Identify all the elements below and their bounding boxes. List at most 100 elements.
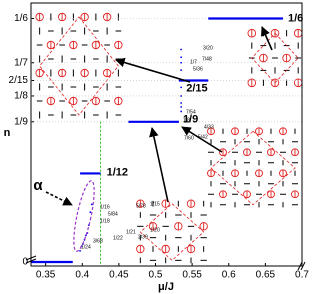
x-tick-label: 0.35 <box>36 270 56 281</box>
y-tick-label: 0 <box>22 257 28 268</box>
site-circle <box>243 190 251 199</box>
site-circle <box>243 148 251 157</box>
site-circle <box>219 148 227 157</box>
fraction-label: 1/18 <box>100 218 110 224</box>
site-circle <box>186 199 196 208</box>
fraction-label: 3/20 <box>203 45 213 51</box>
y-tick-label: 2/15 <box>9 75 29 86</box>
plot: 01/91/82/151/71/60.35 0.4 0.45 0.5 0.55 0.6 0.… <box>9 12 310 280</box>
lattice-inset <box>246 27 304 89</box>
site-circle <box>148 222 158 231</box>
point <box>89 211 92 214</box>
site-circle <box>247 28 257 38</box>
inset-background <box>34 10 124 122</box>
unit-cell <box>39 16 119 116</box>
break-marks <box>25 255 306 271</box>
plateau-label: 2/15 <box>186 82 207 94</box>
unit-cell <box>251 32 299 84</box>
fraction-label: 5/42 <box>198 134 208 140</box>
point <box>180 102 183 104</box>
site-circle <box>279 169 287 178</box>
point <box>180 61 183 64</box>
y-tick-label: 1/9 <box>14 116 28 127</box>
fraction-label: 1/21 <box>126 229 136 235</box>
lattice-inset <box>34 10 124 122</box>
site-circle <box>219 190 227 199</box>
site-circle <box>279 127 287 136</box>
fraction-label: 1/8 <box>183 117 190 123</box>
site-circle <box>136 199 145 208</box>
point <box>79 249 81 252</box>
point <box>180 106 183 108</box>
cluster-ellipse <box>73 180 95 252</box>
y-tick-label: 1/6 <box>14 13 28 24</box>
site-circle <box>199 222 208 231</box>
fraction-label: 1/15 <box>150 201 160 207</box>
plateau-label: 1/12 <box>107 166 128 178</box>
site-circle <box>247 78 257 88</box>
site-circle <box>259 53 268 63</box>
site-circle <box>161 244 170 254</box>
y-tick-label: 1/7 <box>14 57 28 68</box>
alpha-annotation: α <box>33 177 43 194</box>
point <box>180 86 183 89</box>
site-circle <box>174 222 183 231</box>
lattice-inset <box>205 126 301 210</box>
fraction-label: 7/54 <box>186 109 196 115</box>
frame <box>30 2 303 267</box>
site-circle <box>270 28 280 38</box>
point <box>180 110 183 113</box>
fraction-label: 2/39 <box>138 234 148 240</box>
x-tick-label: 0.55 <box>182 270 202 281</box>
site-circle <box>291 190 299 199</box>
fraction-label: 7/48 <box>202 56 212 62</box>
point <box>180 69 183 72</box>
site-circle <box>255 169 263 178</box>
inset-background <box>205 126 301 210</box>
site-circle <box>161 199 170 208</box>
arrows <box>45 26 273 206</box>
site-circle <box>267 148 275 157</box>
site-circle <box>267 190 275 199</box>
y-tick-label: 1/8 <box>14 91 28 102</box>
plateau-label: 1/9 <box>183 114 198 126</box>
x-tick-label: 0.65 <box>256 270 276 281</box>
fraction-label: 4/33 <box>204 124 214 130</box>
fraction-label: 1/24 <box>81 244 91 250</box>
site-circle <box>291 148 299 157</box>
x-tick-label: 0.4 <box>75 270 89 281</box>
unit-cell <box>210 130 296 206</box>
site-circle <box>282 53 291 63</box>
site-circle <box>255 127 263 136</box>
fraction-label: 1/16 <box>100 204 110 210</box>
plateau-label: 1/6 <box>288 12 303 24</box>
site-circle <box>207 169 215 178</box>
x-tick-label: 0.7 <box>295 270 309 281</box>
x-tick-label: 0.45 <box>109 270 129 281</box>
x-tick-label: 0.6 <box>222 270 236 281</box>
point <box>180 56 183 59</box>
fraction-label: 1/20 <box>150 227 160 233</box>
site-circle <box>270 78 280 88</box>
insets <box>34 10 304 266</box>
point <box>180 48 183 51</box>
fraction-label: 3/68 <box>93 238 103 244</box>
point <box>180 95 183 97</box>
x-tick-label: 0.5 <box>149 270 163 281</box>
site-circle <box>231 127 239 136</box>
fraction-label: 7/60 <box>184 135 194 141</box>
site-circle <box>136 244 145 254</box>
x-axis-label: μ/J <box>158 281 174 293</box>
fraction-label: 1/22 <box>113 235 123 241</box>
fraction-label: 1/7 <box>190 59 197 65</box>
fraction-label: 5/78 <box>136 203 146 209</box>
point <box>90 203 93 206</box>
fraction-label: 5/36 <box>193 66 203 72</box>
y-axis-label: n <box>4 127 11 139</box>
lattice-inset <box>134 198 210 266</box>
fraction-label: 5/84 <box>108 211 118 217</box>
site-circle <box>231 169 239 178</box>
unit-cell <box>139 203 205 261</box>
site-circle <box>186 244 196 254</box>
site-circle <box>207 127 215 136</box>
